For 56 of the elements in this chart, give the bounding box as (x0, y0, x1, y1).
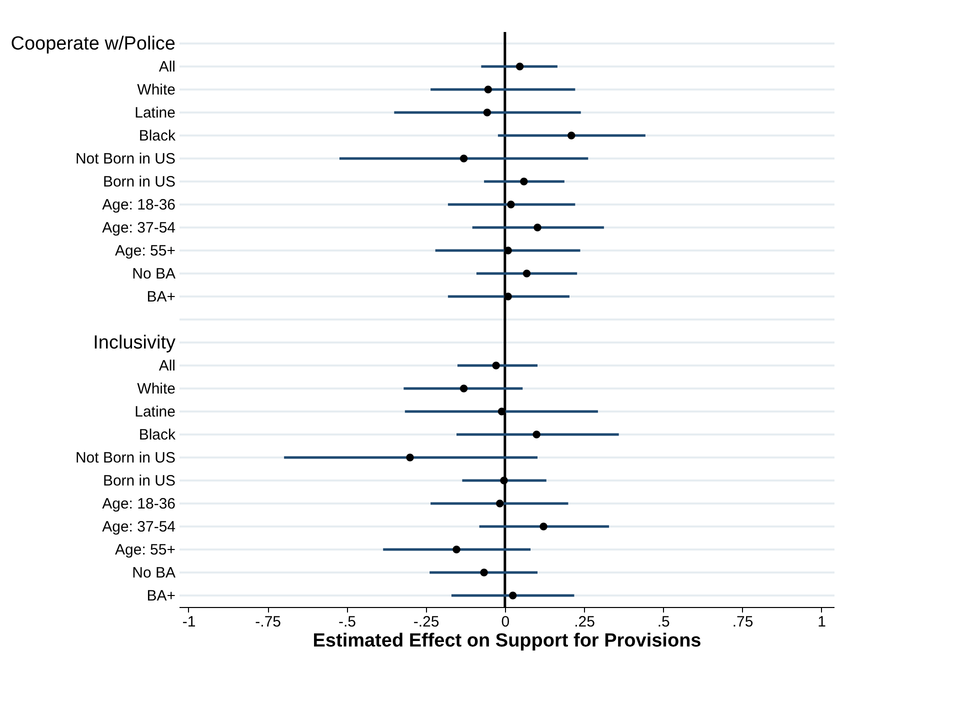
point (452, 546, 460, 554)
y-tick-label: Age: 37-54 (102, 220, 176, 236)
x-tick-label: .25 (574, 614, 595, 630)
point (508, 592, 517, 600)
y-tick-label: Latine (134, 404, 176, 420)
point (504, 246, 512, 254)
x-tick-label: .75 (732, 614, 754, 630)
point (532, 430, 540, 438)
x-axis-title: Estimated Effect on Support for Provisions (312, 630, 702, 652)
y-tick-label: Black (138, 426, 176, 444)
y-tick-label: Cooperate w/Police (10, 34, 176, 54)
y-tick-label: Inclusivity (93, 332, 176, 354)
point (504, 292, 512, 300)
point (480, 568, 488, 576)
point (567, 132, 576, 140)
point (507, 200, 515, 208)
y-tick-label: Not Born in US (75, 450, 176, 466)
point (498, 408, 506, 416)
point (483, 108, 492, 116)
point (534, 224, 542, 232)
y-tick-label: White (137, 380, 176, 398)
y-tick-label: Born in US (102, 174, 176, 190)
y-tick-label: Latine (134, 104, 176, 122)
point (516, 62, 524, 70)
y-tick-label: Age: 37-54 (102, 518, 176, 536)
y-tick-label: Age: 18-36 (102, 196, 176, 214)
y-tick-label: No BA (132, 564, 176, 582)
point (460, 384, 468, 392)
y-tick-label: BA+ (146, 588, 176, 604)
y-tick-label: Age: 55+ (115, 242, 176, 260)
y-tick-label: Age: 55+ (115, 542, 176, 558)
y-tick-label: No BA (132, 266, 176, 282)
x-tick-label: 1 (818, 614, 826, 630)
y-tick-label: Age: 18-36 (102, 496, 176, 512)
point (406, 454, 414, 462)
x-tick-label: -.75 (255, 614, 282, 630)
y-tick-label: White (137, 82, 176, 98)
point (522, 270, 531, 278)
x-tick-label: -.25 (413, 614, 440, 630)
y-tick-label: Born in US (102, 472, 176, 490)
y-tick-label: All (158, 358, 176, 374)
point (460, 154, 468, 162)
x-tick-label: 0 (501, 614, 510, 630)
y-tick-label: All (158, 58, 176, 76)
point (500, 476, 508, 484)
x-tick-label: .5 (657, 614, 670, 630)
x-tick-label: -.5 (338, 614, 356, 630)
y-tick-label: Black (138, 128, 176, 144)
point (484, 86, 492, 94)
point (540, 522, 548, 530)
point (496, 500, 504, 508)
y-tick-label: BA+ (146, 288, 176, 306)
y-tick-label: Not Born in US (75, 150, 176, 168)
point (520, 178, 528, 186)
x-tick-label: -1 (182, 614, 196, 630)
point (492, 362, 500, 370)
